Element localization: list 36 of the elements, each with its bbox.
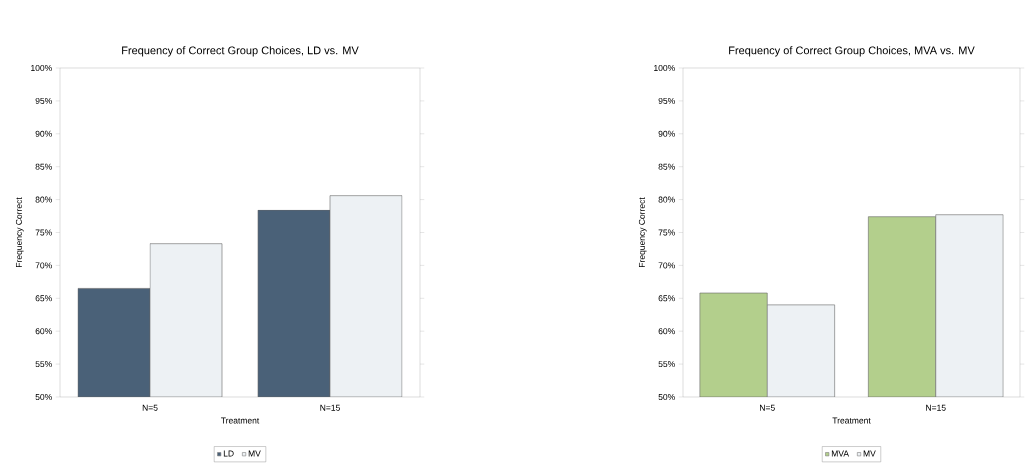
- y-tick-label: 55%: [35, 361, 52, 368]
- y-tick-label: 95%: [35, 97, 52, 104]
- y-tick-label: 75%: [35, 229, 52, 236]
- y-tick-label: 50%: [658, 393, 675, 400]
- x-axis-title: Treatment: [220, 417, 260, 424]
- y-tick-label: 75%: [658, 229, 675, 236]
- y-tick-label: 100%: [31, 64, 52, 71]
- y-tick-label: 55%: [658, 361, 675, 368]
- x-tick-label: N=5: [760, 404, 775, 411]
- x-tick-label: N=15: [320, 404, 340, 411]
- y-tick-label: 80%: [658, 196, 675, 203]
- y-tick-label: 85%: [658, 163, 675, 170]
- y-tick-label: 70%: [658, 262, 675, 269]
- y-tick-label: 65%: [35, 295, 52, 302]
- chart-title: Frequency of Correct Group Choices, MVA vs. MV: [729, 46, 975, 57]
- y-tick-label: 65%: [658, 295, 675, 302]
- chart-title: Frequency of Correct Group Choices, LD vs. MV: [122, 46, 359, 57]
- y-tick-label: 85%: [35, 163, 52, 170]
- y-tick-label: 95%: [658, 97, 675, 104]
- x-tick-label: N=15: [926, 404, 946, 411]
- y-tick-label: 70%: [35, 262, 52, 269]
- y-axis-title: Frequency Correct: [638, 197, 647, 267]
- x-axis-title: Treatment: [832, 417, 871, 424]
- y-tick-label: 90%: [35, 130, 52, 137]
- x-tick-label: N=5: [142, 404, 158, 411]
- y-tick-label: 90%: [658, 130, 675, 137]
- y-axis-title: Frequency Correct: [15, 197, 24, 267]
- legend-label: LD: [223, 450, 234, 457]
- y-tick-label: 60%: [658, 328, 675, 335]
- y-tick-label: 50%: [35, 393, 52, 400]
- legend-label: MVA: [831, 450, 849, 457]
- y-tick-label: 60%: [35, 328, 52, 335]
- y-tick-label: 80%: [35, 196, 52, 203]
- y-tick-label: 100%: [654, 64, 675, 71]
- legend-label: MV: [248, 450, 261, 457]
- legend-label: MV: [863, 450, 876, 457]
